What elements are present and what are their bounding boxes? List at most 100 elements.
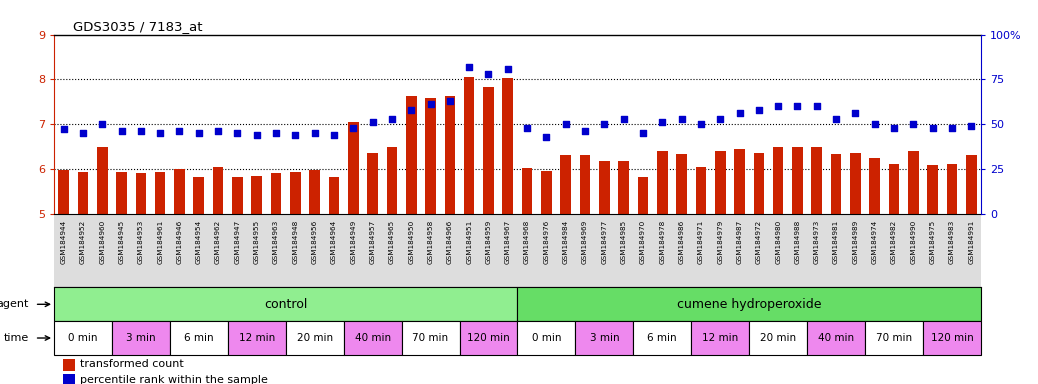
Bar	[402, 321, 460, 355]
Bar	[136, 174, 146, 214]
Text: time: time	[3, 333, 29, 343]
Point	[867, 121, 883, 127]
Text: GSM184987: GSM184987	[737, 220, 742, 264]
Point	[750, 107, 767, 113]
Bar	[830, 154, 842, 214]
Bar	[348, 122, 358, 214]
Bar	[792, 147, 802, 214]
Text: GSM184950: GSM184950	[408, 220, 414, 264]
Point	[345, 125, 361, 131]
Bar	[54, 288, 517, 321]
Point	[152, 130, 168, 136]
Text: 6 min: 6 min	[648, 333, 677, 343]
Text: GSM184973: GSM184973	[814, 220, 820, 264]
Text: GSM184976: GSM184976	[544, 220, 549, 264]
Bar	[233, 177, 243, 214]
Bar	[502, 78, 513, 214]
Bar	[734, 149, 745, 214]
Point	[519, 125, 536, 131]
Bar	[908, 151, 919, 214]
Text: GSM184966: GSM184966	[446, 220, 453, 264]
Bar	[309, 170, 320, 214]
Text: GSM184965: GSM184965	[389, 220, 394, 264]
Point	[461, 64, 477, 70]
Point	[885, 125, 902, 131]
Bar	[155, 172, 165, 214]
Text: GSM184945: GSM184945	[118, 220, 125, 264]
Bar	[251, 175, 262, 214]
Bar	[460, 321, 517, 355]
Bar	[633, 321, 691, 355]
Bar	[517, 321, 575, 355]
Bar	[213, 167, 223, 214]
Text: GSM184953: GSM184953	[138, 220, 144, 264]
Point	[616, 116, 632, 122]
Point	[654, 119, 671, 126]
Bar	[116, 172, 127, 214]
Bar	[285, 321, 344, 355]
Bar	[170, 321, 227, 355]
Text: GSM184988: GSM184988	[794, 220, 800, 264]
Text: GSM184948: GSM184948	[293, 220, 298, 264]
Point	[499, 66, 516, 72]
Point	[712, 116, 729, 122]
Text: transformed count: transformed count	[80, 359, 184, 369]
Point	[364, 119, 381, 126]
Text: GSM184969: GSM184969	[582, 220, 589, 264]
Bar	[426, 98, 436, 214]
Point	[770, 103, 787, 109]
Text: GSM184978: GSM184978	[659, 220, 665, 264]
Text: 70 min: 70 min	[876, 333, 912, 343]
Bar	[865, 321, 923, 355]
Point	[229, 130, 246, 136]
Point	[809, 103, 825, 109]
Point	[847, 110, 864, 116]
Text: GSM184954: GSM184954	[196, 220, 201, 264]
Point	[634, 130, 651, 136]
Text: agent: agent	[0, 299, 29, 309]
Bar	[58, 170, 69, 214]
Text: 12 min: 12 min	[239, 333, 275, 343]
Point	[674, 116, 690, 122]
Bar	[112, 321, 170, 355]
Bar	[677, 154, 687, 214]
Text: GSM184991: GSM184991	[968, 220, 975, 264]
Bar	[406, 96, 416, 214]
Text: GSM184951: GSM184951	[466, 220, 472, 264]
Text: GSM184956: GSM184956	[311, 220, 318, 264]
Point	[288, 132, 304, 138]
Point	[326, 132, 343, 138]
Text: GSM184961: GSM184961	[157, 220, 163, 264]
Point	[481, 71, 497, 77]
Point	[306, 130, 323, 136]
Bar	[808, 321, 865, 355]
Text: GSM184984: GSM184984	[563, 220, 569, 264]
Bar	[947, 164, 957, 214]
Bar	[691, 321, 749, 355]
Bar	[715, 151, 726, 214]
Text: GSM184949: GSM184949	[350, 220, 356, 264]
Text: GSM184967: GSM184967	[504, 220, 511, 264]
Bar	[657, 151, 667, 214]
Text: GSM184982: GSM184982	[891, 220, 897, 264]
Bar	[870, 158, 880, 214]
Bar	[97, 147, 108, 214]
Bar	[599, 161, 609, 214]
Bar	[561, 156, 571, 214]
Point	[191, 130, 208, 136]
Point	[827, 116, 844, 122]
Point	[692, 121, 709, 127]
Text: 3 min: 3 min	[590, 333, 619, 343]
Text: GSM184974: GSM184974	[872, 220, 878, 264]
Point	[422, 101, 439, 108]
Point	[538, 134, 554, 140]
Text: GSM184972: GSM184972	[756, 220, 762, 264]
Text: percentile rank within the sample: percentile rank within the sample	[80, 375, 268, 384]
Point	[133, 128, 149, 134]
Bar	[444, 96, 456, 214]
Point	[248, 132, 265, 138]
Text: 20 min: 20 min	[760, 333, 796, 343]
Text: GSM184981: GSM184981	[834, 220, 839, 264]
Point	[557, 121, 574, 127]
Bar	[773, 147, 784, 214]
